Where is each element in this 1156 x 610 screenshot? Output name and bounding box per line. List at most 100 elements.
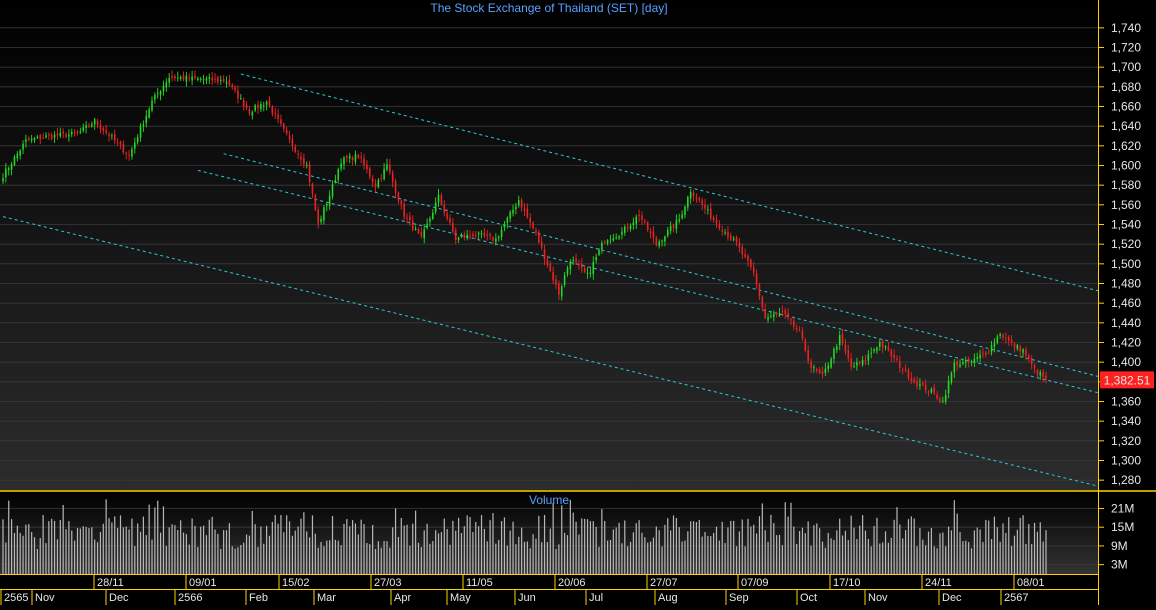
candle [575, 253, 577, 265]
volume-bar [1028, 524, 1030, 574]
candle [182, 71, 185, 82]
volume-bar [225, 530, 228, 574]
price-axis: 1,2801,3001,3201,3401,3601,3801,4001,420… [1098, 21, 1141, 487]
volume-tick-label: 15M [1111, 520, 1134, 534]
volume-bar [245, 534, 248, 574]
candle [603, 239, 606, 244]
candle [626, 222, 629, 233]
candle [793, 316, 795, 331]
candle [222, 75, 225, 83]
volume-bar [927, 531, 930, 574]
candle [314, 193, 317, 211]
candle [25, 134, 27, 148]
candle [262, 101, 265, 112]
volume-bar [741, 519, 743, 574]
candle [939, 396, 941, 404]
volume-bar [223, 530, 225, 574]
candle [798, 326, 801, 332]
volume-bar [74, 540, 76, 574]
volume-bar [435, 530, 437, 574]
candle [391, 169, 394, 188]
candle [489, 232, 491, 240]
candle [1019, 344, 1021, 357]
volume-bar [65, 529, 67, 574]
candle [1002, 333, 1004, 341]
volume-bar [910, 516, 912, 574]
volume-bar [51, 518, 53, 574]
volume-bar [503, 517, 506, 574]
month-label: Jul [589, 592, 603, 604]
candle [896, 355, 898, 362]
volume-bar [750, 526, 752, 574]
volume-bar [159, 532, 162, 574]
candle [454, 227, 457, 245]
candle [360, 151, 362, 164]
candle [913, 376, 915, 384]
volume-bar [735, 546, 738, 574]
candle [36, 134, 39, 139]
volume-bar [13, 532, 16, 574]
candle [790, 317, 792, 326]
candle [850, 352, 852, 371]
candle [976, 352, 979, 363]
candle [956, 359, 958, 371]
volume-bar [243, 542, 245, 574]
volume-bar [334, 539, 336, 574]
volume-bar [397, 536, 400, 574]
volume-bar [280, 515, 282, 574]
candle [535, 227, 537, 236]
month-label: 2565 [4, 592, 28, 604]
candle [730, 232, 732, 242]
volume-bar [755, 533, 758, 574]
candle [853, 362, 855, 369]
volume-bar [469, 517, 471, 574]
candle [581, 258, 583, 273]
candle [804, 337, 807, 353]
candle [930, 387, 933, 395]
volume-bar [1008, 517, 1010, 574]
volume-bar [916, 546, 918, 574]
candle [145, 110, 148, 128]
volume-bar [733, 520, 735, 574]
volume-bar [604, 521, 606, 574]
volume-bar [572, 512, 574, 574]
volume-bar [692, 521, 695, 574]
candle [125, 151, 127, 160]
volume-bar [228, 523, 230, 574]
volume-bar [343, 523, 345, 574]
candle [552, 266, 554, 285]
candle [684, 205, 686, 219]
volume-bar [933, 546, 935, 574]
candle [566, 265, 569, 277]
candle [297, 150, 299, 160]
candle [291, 134, 294, 152]
volume-bar [841, 535, 844, 574]
volume-bar [180, 520, 182, 574]
trend-line [197, 169, 1099, 394]
volume-bar [893, 519, 895, 574]
volume-bar [621, 543, 623, 574]
candle [245, 101, 248, 110]
candle [429, 216, 431, 227]
volume-bar [420, 547, 422, 574]
candle [887, 342, 890, 352]
candle [572, 256, 574, 266]
candle [735, 235, 738, 247]
candle [506, 216, 509, 229]
candle [864, 354, 867, 365]
volume-bar [942, 532, 944, 574]
candle [346, 154, 348, 163]
volume-bar [105, 499, 107, 574]
volume-bar [681, 541, 683, 574]
candle [1022, 348, 1024, 358]
candle [432, 209, 434, 221]
candle [156, 87, 159, 99]
volume-bar [747, 518, 749, 574]
candle [317, 206, 319, 229]
volume-bar [248, 535, 251, 574]
volume-bar [790, 502, 792, 574]
candle [1033, 363, 1036, 373]
volume-bar [320, 541, 322, 574]
volume-bar [91, 527, 93, 574]
volume-bar [592, 521, 594, 574]
